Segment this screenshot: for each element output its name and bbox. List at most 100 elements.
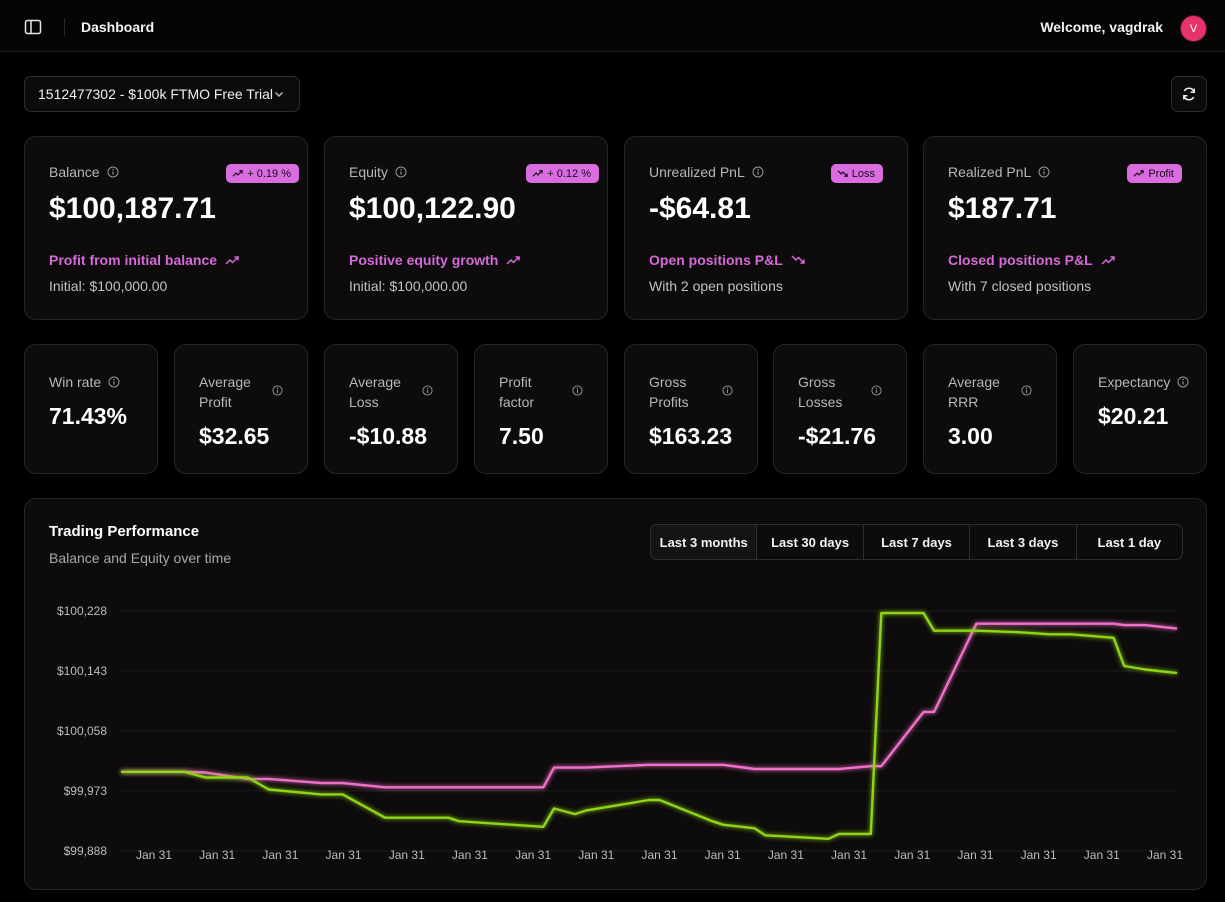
stat-value: -$21.76 [798, 423, 877, 449]
info-icon[interactable] [272, 385, 283, 396]
trend-up-icon [225, 256, 239, 265]
stat-label: Win rate [49, 372, 149, 392]
stat-value: $163.23 [649, 423, 733, 449]
x-tick-label: Jan 31 [768, 848, 804, 862]
range-last-1-day[interactable]: Last 1 day [1075, 525, 1182, 559]
stat-value: 3.00 [948, 423, 993, 449]
equity-card: Equity + 0.12 % $100,122.90 Positive equ… [324, 136, 608, 320]
x-tick-label: Jan 31 [389, 848, 425, 862]
account-select-value: 1512477302 - $100k FTMO Free Trial [38, 86, 274, 102]
stat-value: 7.50 [499, 423, 544, 449]
card-note: Profit from initial balance [49, 252, 239, 268]
realized-pnl-card: Realized PnL Profit $187.71 Closed posit… [923, 136, 1207, 320]
y-tick-label: $99,973 [64, 784, 108, 798]
stat-card-win-rate: Win rate 71.43% [24, 344, 158, 474]
trading-performance-card: $100,228 $100,143 $100,058 $99,973 $99,888 J… [24, 498, 1207, 890]
account-select[interactable]: 1512477302 - $100k FTMO Free Trial [24, 76, 300, 112]
info-icon[interactable] [722, 385, 733, 396]
stat-value: 71.43% [49, 403, 128, 429]
card-note: Open positions P&L [649, 252, 805, 268]
y-tick-label: $100,143 [57, 664, 107, 678]
stat-card-gross-losses: Gross Losses -$21.76 [773, 344, 907, 474]
change-badge: + 0.12 % [526, 164, 599, 183]
info-icon[interactable] [1177, 376, 1189, 388]
x-tick-label: Jan 31 [641, 848, 677, 862]
x-tick-label: Jan 31 [1084, 848, 1120, 862]
stat-label: Gross Profits [649, 374, 689, 410]
card-subtext: With 2 open positions [649, 278, 783, 294]
chart-title: Trading Performance [49, 523, 200, 540]
trend-down-icon [791, 255, 805, 264]
info-icon[interactable] [1021, 385, 1032, 396]
change-badge: Profit [1127, 164, 1182, 183]
info-icon[interactable] [422, 385, 433, 396]
refresh-icon [1183, 87, 1195, 101]
y-tick-label: $100,228 [57, 604, 107, 618]
refresh-button[interactable] [1171, 76, 1207, 112]
stat-label: Expectancy [1098, 372, 1208, 392]
card-value: $100,187.71 [49, 192, 216, 225]
trend-up-icon [1101, 256, 1115, 265]
balance-card: Balance + 0.19 % $100,187.71 Profit from… [24, 136, 308, 320]
header-divider [64, 18, 65, 36]
range-last-3-days[interactable]: Last 3 days [969, 525, 1075, 559]
x-tick-label: Jan 31 [831, 848, 867, 862]
balance-series-line [121, 622, 1178, 789]
stat-card-average-rrr: Average RRR 3.00 [923, 344, 1057, 474]
avatar[interactable]: V [1180, 15, 1207, 42]
stat-card-gross-profits: Gross Profits $163.23 [624, 344, 758, 474]
card-label: Equity [349, 164, 407, 180]
range-last-7-days[interactable]: Last 7 days [862, 525, 969, 559]
x-tick-label: Jan 31 [894, 848, 930, 862]
card-label: Balance [49, 164, 119, 180]
x-tick-label: Jan 31 [705, 848, 741, 862]
stat-label: Average Loss [349, 374, 401, 410]
welcome-text: Welcome, vagdrak [1040, 19, 1163, 35]
stat-label: Gross Losses [798, 374, 843, 410]
change-badge: + 0.19 % [226, 164, 299, 183]
info-icon[interactable] [108, 376, 120, 388]
breadcrumb[interactable]: Dashboard [81, 19, 155, 35]
performance-chart: $100,228 $100,143 $100,058 $99,973 $99,888 J… [57, 604, 1183, 862]
sidebar-toggle-icon[interactable] [24, 18, 42, 36]
range-last-30-days[interactable]: Last 30 days [756, 525, 862, 559]
chevron-down-icon [275, 92, 283, 97]
info-icon[interactable] [871, 385, 882, 396]
card-note: Positive equity growth [349, 252, 521, 268]
range-last-3-months[interactable]: Last 3 months [651, 525, 757, 559]
stat-card-average-profit: Average Profit $32.65 [174, 344, 308, 474]
card-label: Unrealized PnL [649, 164, 764, 180]
stat-value: $20.21 [1098, 403, 1169, 429]
card-value: $187.71 [948, 192, 1057, 225]
info-icon[interactable] [752, 166, 764, 178]
x-tick-label: Jan 31 [1147, 848, 1183, 862]
stat-card-average-loss: Average Loss -$10.88 [324, 344, 458, 474]
info-icon[interactable] [572, 385, 583, 396]
stat-label: Average Profit [199, 374, 251, 410]
info-icon[interactable] [1038, 166, 1050, 178]
stat-value: $32.65 [199, 423, 270, 449]
card-subtext: With 7 closed positions [948, 278, 1092, 294]
stat-card-profit-factor: Profit factor 7.50 [474, 344, 608, 474]
x-tick-label: Jan 31 [957, 848, 993, 862]
x-tick-label: Jan 31 [578, 848, 614, 862]
change-badge: Loss [830, 164, 883, 183]
trend-up-icon [1133, 170, 1144, 177]
equity-series-line [121, 611, 1178, 840]
info-icon[interactable] [107, 166, 119, 178]
x-tick-label: Jan 31 [515, 848, 551, 862]
x-tick-label: Jan 31 [452, 848, 488, 862]
info-icon[interactable] [395, 166, 407, 178]
stat-value: -$10.88 [349, 423, 428, 449]
x-tick-label: Jan 31 [326, 848, 362, 862]
unrealized-pnl-card: Unrealized PnL Loss -$64.81 Open positio… [624, 136, 908, 320]
trend-up-icon [506, 256, 521, 265]
card-label: Realized PnL [948, 164, 1050, 180]
chart-subtitle: Balance and Equity over time [49, 550, 232, 566]
x-tick-label: Jan 31 [136, 848, 172, 862]
card-note: Closed positions P&L [948, 252, 1115, 268]
stat-label: Profit factor [499, 374, 535, 410]
stat-card-expectancy: Expectancy $20.21 [1073, 344, 1207, 474]
y-tick-label: $100,058 [57, 724, 107, 738]
card-subtext: Initial: $100,000.00 [349, 278, 468, 294]
